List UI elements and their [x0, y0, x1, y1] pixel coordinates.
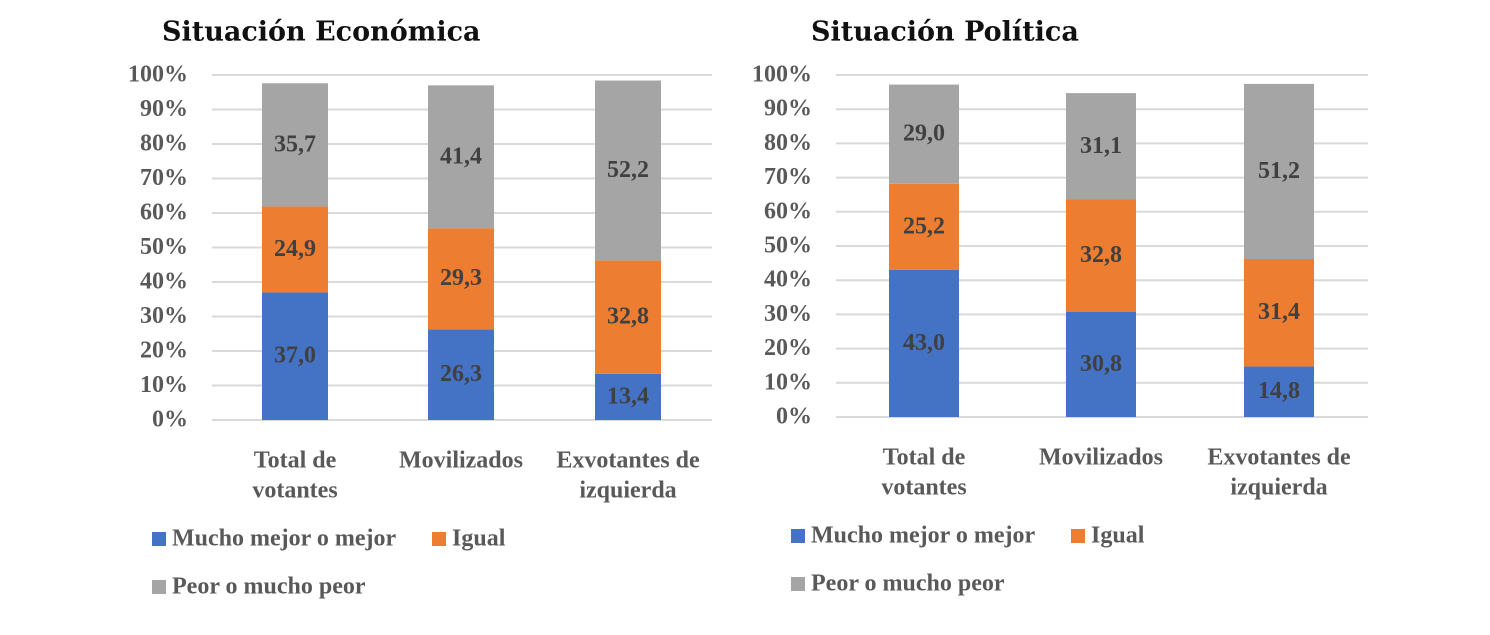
y-tick-label: 0% [776, 404, 812, 430]
y-tick-label: 0% [152, 407, 188, 433]
y-tick-label: 30% [140, 303, 188, 329]
data-label: 51,2 [1258, 158, 1300, 184]
x-category-label: Total de [254, 448, 337, 474]
y-tick-label: 50% [140, 234, 188, 260]
bar-segment [262, 206, 328, 293]
data-label: 32,8 [607, 304, 649, 330]
legend-swatch [791, 577, 805, 591]
data-label: 31,1 [1080, 133, 1122, 159]
bar-segment [262, 83, 328, 207]
legend-swatch [432, 532, 446, 546]
data-label: 52,2 [607, 157, 649, 183]
data-label: 26,3 [440, 361, 482, 387]
bar-segment [889, 84, 959, 184]
x-category-label: izquierda [1230, 475, 1327, 501]
y-tick-label: 80% [764, 130, 812, 156]
y-tick-label: 10% [764, 369, 812, 395]
bar-segment [1066, 199, 1136, 312]
legend-swatch [791, 529, 805, 543]
x-category-label: Movilizados [1039, 445, 1163, 471]
bar-segment [428, 329, 494, 420]
data-label: 13,4 [607, 383, 649, 409]
data-label: 29,3 [440, 265, 482, 291]
bar-segment [1066, 93, 1136, 200]
y-tick-label: 60% [140, 200, 188, 226]
data-label: 41,4 [440, 143, 482, 169]
data-label: 43,0 [903, 330, 945, 356]
x-category-label: izquierda [579, 478, 676, 504]
bar-segment [595, 260, 661, 374]
data-label: 29,0 [903, 121, 945, 147]
y-tick-label: 40% [764, 267, 812, 293]
x-category-label: Exvotantes de [556, 448, 700, 474]
legend-label: Peor o mucho peor [172, 574, 366, 600]
bar-segment [1066, 311, 1136, 417]
bar-segment [428, 228, 494, 330]
x-category-label: votantes [881, 475, 966, 501]
bar-segment [428, 85, 494, 229]
bar-segment [1244, 258, 1314, 367]
legend-swatch [152, 580, 166, 594]
bar-segment [595, 80, 661, 261]
legend-label: Mucho mejor o mejor [811, 523, 1035, 549]
chart-title: Situación Económica [162, 17, 481, 48]
legend-swatch [1071, 529, 1085, 543]
y-tick-label: 80% [140, 131, 188, 157]
data-label: 24,9 [274, 236, 316, 262]
y-tick-label: 90% [140, 96, 188, 122]
y-tick-label: 90% [764, 96, 812, 122]
legend-label: Peor o mucho peor [811, 571, 1005, 597]
bar-segment [1244, 83, 1314, 259]
bar-segment [889, 269, 959, 417]
data-label: 32,8 [1080, 242, 1122, 268]
data-label: 35,7 [274, 131, 316, 157]
legend-swatch [152, 532, 166, 546]
data-label: 30,8 [1080, 351, 1122, 377]
x-category-label: Exvotantes de [1207, 445, 1351, 471]
legend-label: Igual [1091, 523, 1145, 549]
x-category-label: votantes [252, 478, 337, 504]
y-tick-label: 40% [140, 269, 188, 295]
data-label: 31,4 [1258, 299, 1300, 325]
data-label: 37,0 [274, 343, 316, 369]
bar-segment [595, 373, 661, 420]
legend-label: Mucho mejor o mejor [172, 526, 396, 552]
y-tick-label: 20% [764, 335, 812, 361]
y-tick-label: 10% [140, 372, 188, 398]
y-tick-label: 30% [764, 301, 812, 327]
y-tick-label: 50% [764, 233, 812, 259]
y-tick-label: 70% [764, 164, 812, 190]
bar-segment [262, 292, 328, 420]
y-tick-label: 70% [140, 165, 188, 191]
data-label: 25,2 [903, 213, 945, 239]
y-tick-label: 100% [128, 62, 188, 88]
chart-title: Situación Política [811, 17, 1079, 48]
bar-segment [889, 183, 959, 270]
y-tick-label: 60% [764, 198, 812, 224]
legend-label: Igual [452, 526, 506, 552]
data-label: 14,8 [1258, 378, 1300, 404]
bar-segment [1244, 366, 1314, 417]
y-tick-label: 20% [140, 338, 188, 364]
y-tick-label: 100% [752, 62, 812, 88]
x-category-label: Total de [883, 445, 966, 471]
x-category-label: Movilizados [399, 448, 523, 474]
